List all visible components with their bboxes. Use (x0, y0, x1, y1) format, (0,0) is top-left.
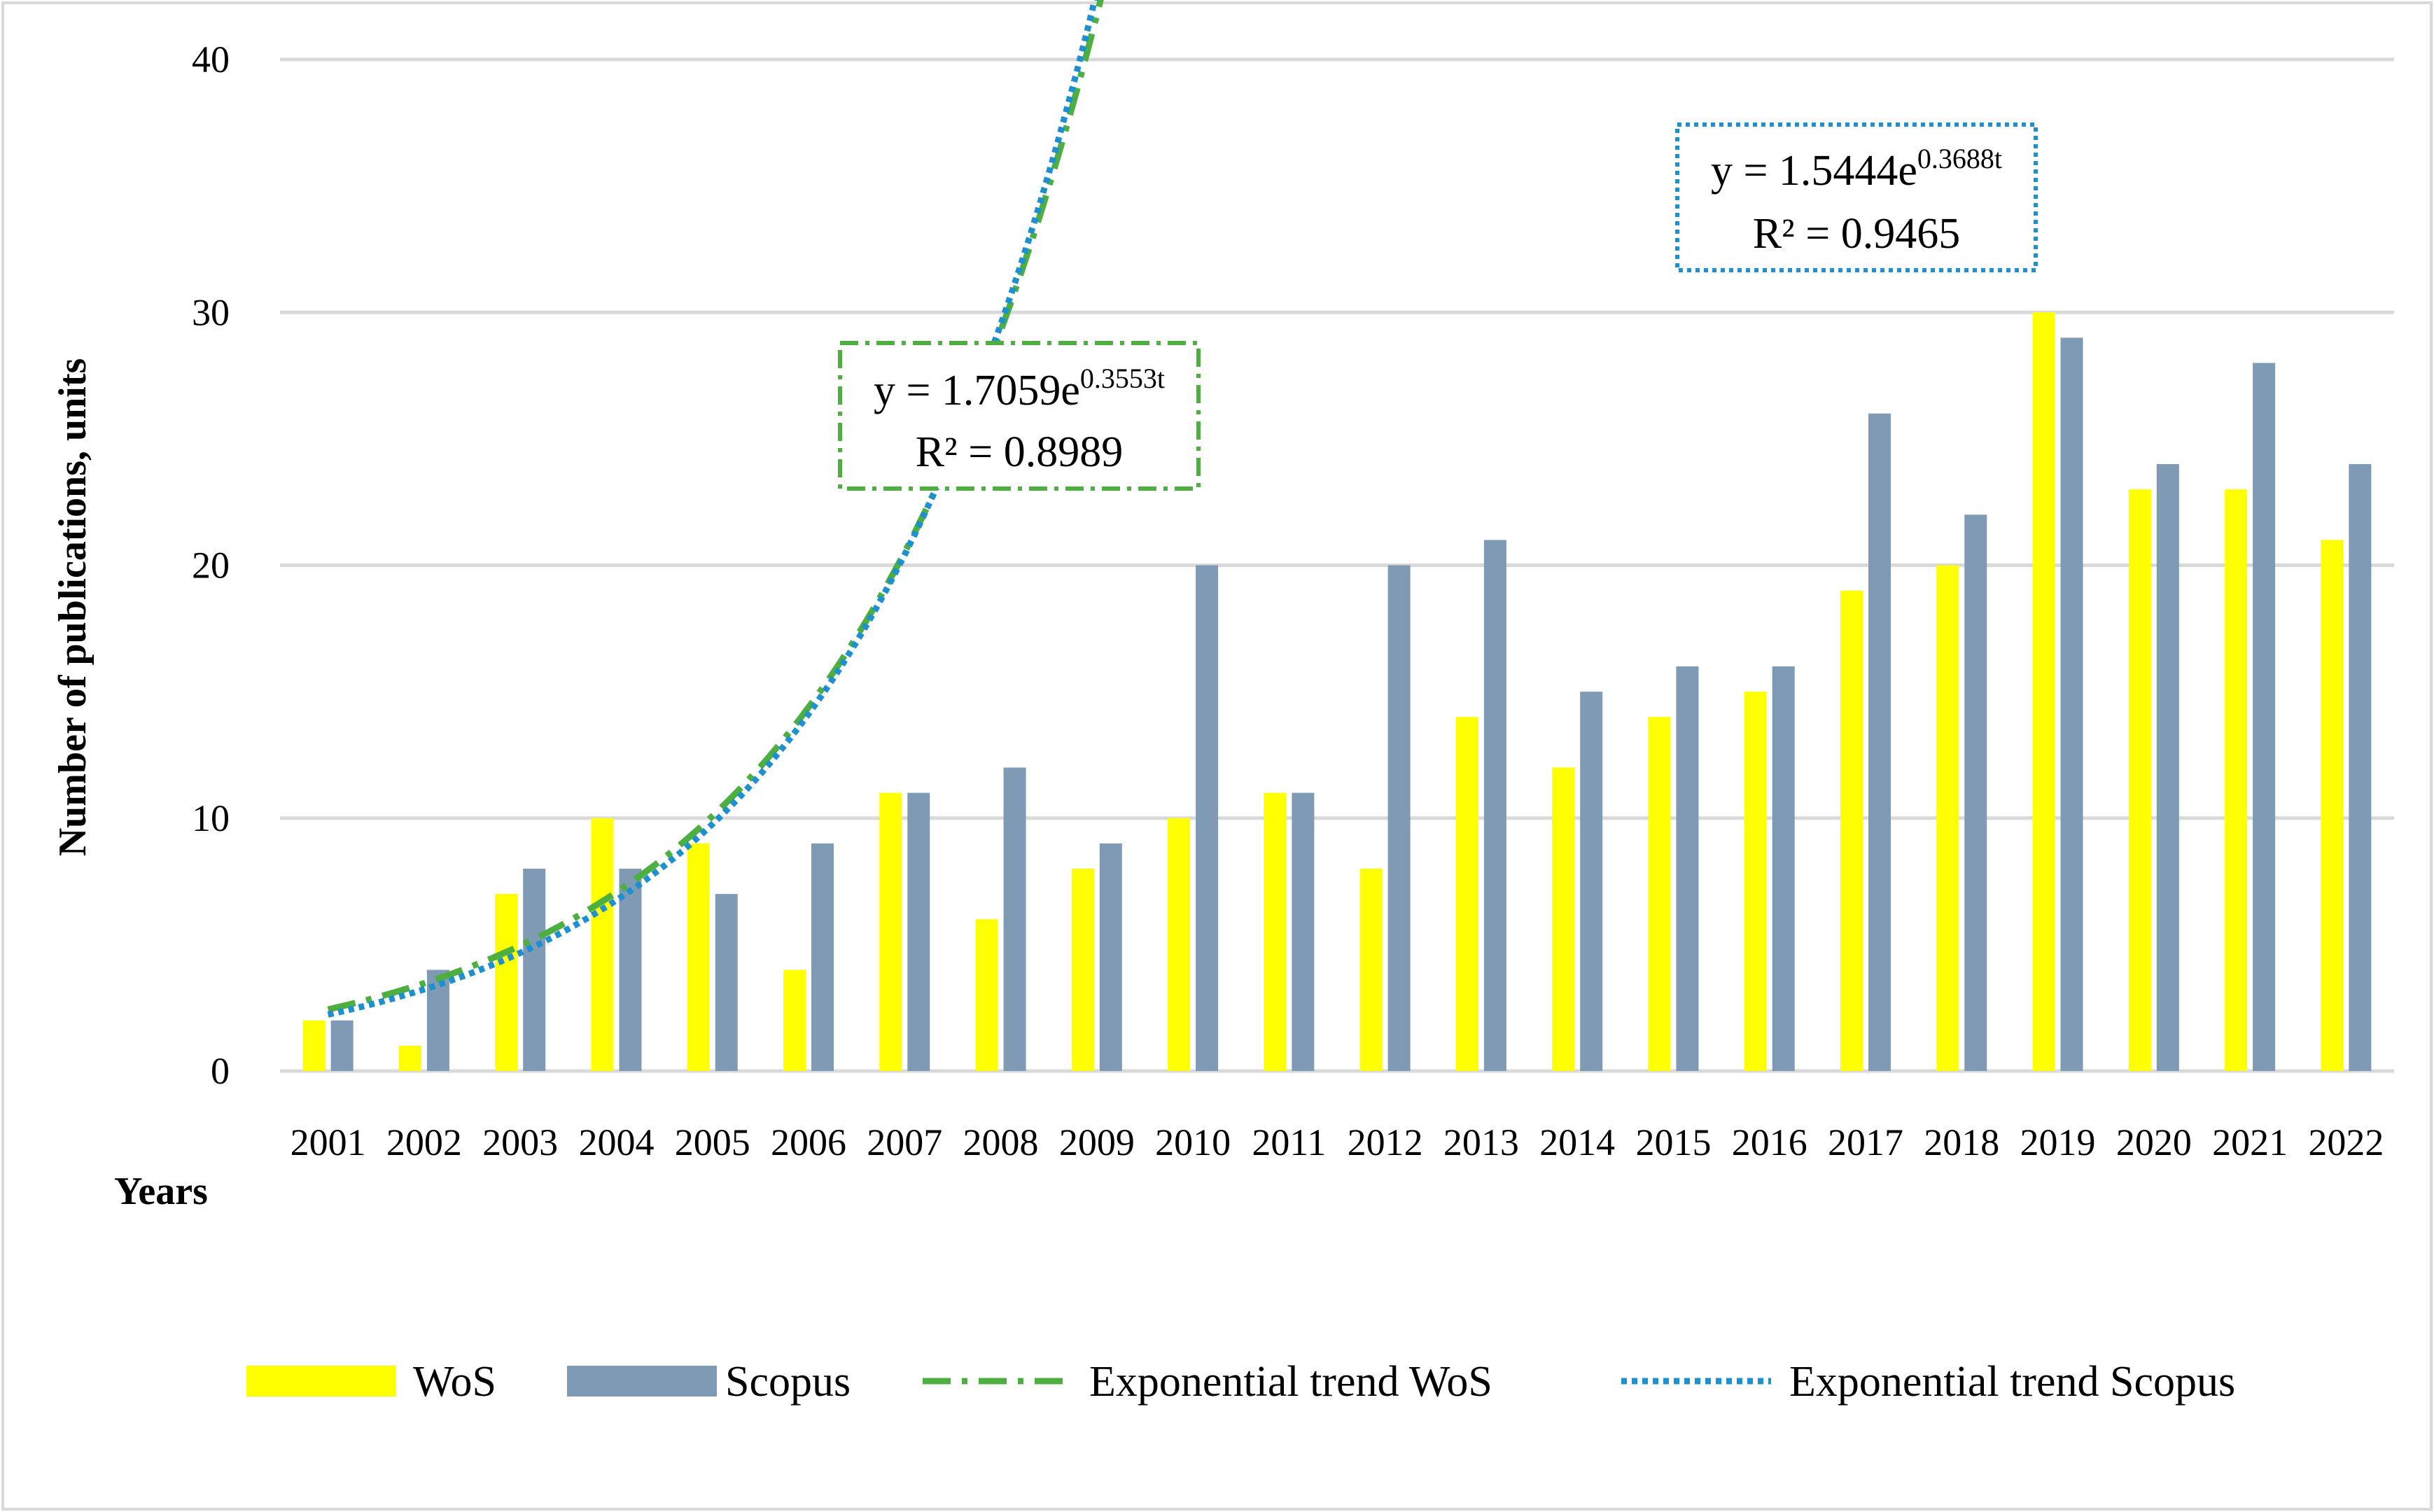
y-tick-label: 20 (192, 545, 230, 587)
x-tick-label: 2017 (1828, 1121, 1903, 1163)
bar-wos-2021 (2225, 489, 2248, 1071)
wos-equation-exponent: 0.3553t (1080, 363, 1165, 394)
bar-scopus-2007 (907, 792, 930, 1071)
x-tick-label: 2022 (2308, 1121, 2384, 1163)
x-tick-label: 2001 (291, 1121, 366, 1163)
scopus-equation-border (1675, 122, 2038, 272)
legend: WoS Scopus Exponential trend WoS Exponen… (246, 1358, 2235, 1406)
bar-wos-2013 (1455, 717, 1478, 1071)
x-tick-labels: 2001 2002 2003 2004 2005 2006 2007 2008 2009 2010… (291, 1121, 2384, 1163)
legend-label-wos: WoS (413, 1358, 496, 1406)
wos-equation-box: y = 1.7059e0.3553t R² = 0.8989 (838, 341, 1201, 491)
x-tick-label: 2003 (482, 1121, 558, 1163)
bar-wos-2008 (975, 919, 998, 1071)
bar-scopus-2008 (1003, 767, 1026, 1071)
x-tick-label: 2004 (578, 1121, 654, 1163)
x-tick-label: 2005 (675, 1121, 750, 1163)
x-tick-label: 2006 (771, 1121, 846, 1163)
wos-equation-border (838, 341, 1201, 491)
bar-wos-2009 (1071, 869, 1094, 1071)
bar-wos-2004 (591, 818, 614, 1071)
bar-wos-2003 (495, 894, 518, 1071)
x-tick-label: 2021 (2212, 1121, 2288, 1163)
bar-scopus-2003 (523, 869, 546, 1071)
x-tick-label: 2016 (1732, 1121, 1807, 1163)
legend-label-scopus: Scopus (725, 1358, 851, 1406)
bar-scopus-2011 (1292, 792, 1315, 1071)
y-tick-label: 40 (192, 38, 230, 80)
bar-scopus-2004 (619, 869, 642, 1071)
x-tick-label: 2007 (867, 1121, 942, 1163)
bar-wos-2020 (2128, 489, 2151, 1071)
bar-wos-2012 (1359, 869, 1383, 1071)
legend-swatch-scopus (567, 1366, 717, 1396)
x-tick-label: 2013 (1443, 1121, 1519, 1163)
bar-wos-2019 (2032, 312, 2055, 1071)
legend-label-wos-trend: Exponential trend WoS (1089, 1358, 1492, 1406)
x-tick-label: 2014 (1539, 1121, 1615, 1163)
x-tick-label: 2008 (963, 1121, 1039, 1163)
bars (302, 312, 2372, 1071)
bar-scopus-2020 (2156, 464, 2179, 1071)
bar-wos-2005 (687, 843, 710, 1071)
trend-line-scopus (327, 0, 1098, 1018)
bar-scopus-2001 (330, 1020, 354, 1071)
legend-swatch-wos (246, 1366, 396, 1396)
scopus-equation-base: y = 1.5444e (1711, 147, 1917, 195)
bar-wos-2022 (2321, 540, 2344, 1071)
scopus-r2: R² = 0.9465 (1753, 210, 1960, 258)
bar-scopus-2015 (1676, 666, 1699, 1071)
x-tick-label: 2015 (1635, 1121, 1711, 1163)
scopus-equation-box: y = 1.5444e0.3688t R² = 0.9465 (1675, 122, 2038, 272)
bar-wos-2018 (1936, 565, 1959, 1071)
x-tick-label: 2009 (1059, 1121, 1135, 1163)
bar-wos-2016 (1744, 692, 1767, 1071)
trend-lines (327, 0, 1104, 1018)
y-tick-label: 10 (192, 797, 230, 839)
x-tick-label: 2018 (1924, 1121, 1999, 1163)
bar-scopus-2009 (1099, 843, 1122, 1071)
wos-equation: y = 1.7059e0.3553t (874, 363, 1165, 414)
scopus-equation-exponent: 0.3688t (1917, 143, 2002, 174)
bar-wos-2015 (1648, 717, 1671, 1071)
x-tick-label: 2010 (1155, 1121, 1231, 1163)
y-axis-label: Number of publications, units (51, 358, 95, 857)
bar-scopus-2017 (1868, 413, 1891, 1071)
x-tick-label: 2011 (1252, 1121, 1326, 1163)
bar-scopus-2013 (1483, 540, 1506, 1071)
bar-scopus-2006 (811, 843, 834, 1071)
y-tick-label: 0 (211, 1050, 230, 1092)
bar-scopus-2022 (2349, 464, 2372, 1071)
bar-wos-2001 (302, 1020, 326, 1071)
y-tick-labels: 0 10 20 30 40 (192, 38, 230, 1092)
x-tick-label: 2020 (2116, 1121, 2192, 1163)
bar-wos-2007 (879, 792, 902, 1071)
bar-wos-2017 (1840, 590, 1863, 1071)
bar-wos-2006 (783, 969, 806, 1071)
bar-scopus-2005 (715, 894, 738, 1071)
bar-scopus-2014 (1580, 692, 1603, 1071)
wos-r2: R² = 0.8989 (916, 428, 1123, 476)
bar-wos-2010 (1168, 818, 1191, 1071)
bar-scopus-2016 (1772, 666, 1795, 1071)
x-tick-label: 2019 (2020, 1121, 2096, 1163)
y-tick-label: 30 (192, 291, 230, 333)
x-tick-label: 2012 (1348, 1121, 1423, 1163)
wos-equation-base: y = 1.7059e (874, 367, 1080, 414)
bar-scopus-2019 (2060, 337, 2083, 1071)
x-tick-label: 2002 (386, 1121, 462, 1163)
x-axis-label: Years (114, 1170, 208, 1213)
bar-wos-2002 (398, 1045, 421, 1071)
bar-wos-2011 (1264, 792, 1287, 1071)
bar-scopus-2012 (1387, 565, 1411, 1071)
bar-wos-2014 (1552, 767, 1575, 1071)
bar-scopus-2010 (1196, 565, 1219, 1071)
bar-scopus-2018 (1964, 514, 1987, 1071)
legend-label-scopus-trend: Exponential trend Scopus (1789, 1358, 2235, 1406)
bar-scopus-2021 (2253, 363, 2276, 1071)
scopus-equation: y = 1.5444e0.3688t (1711, 143, 2002, 195)
